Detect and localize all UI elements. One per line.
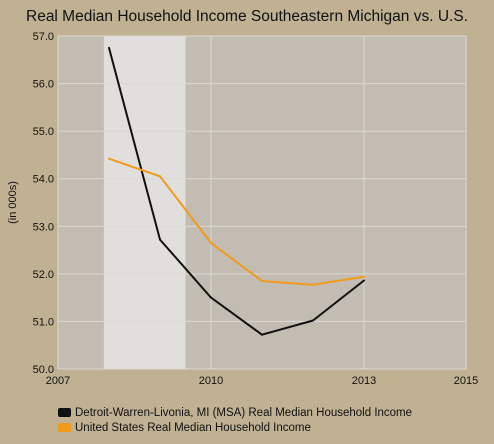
legend-label: Detroit-Warren-Livonia, MI (MSA) Real Me… [75,406,413,419]
series-line-0 [108,47,365,336]
legend-label: United States Real Median Household Inco… [75,421,311,434]
y-tick-labels: 50.0 51.0 52.0 53.0 54.0 55.0 56.0 57.0 [33,31,54,376]
data-point [312,283,314,286]
legend-swatch [58,423,71,432]
x-tick-label: 2007 [46,375,70,387]
x-tick-label: 2010 [199,375,223,387]
y-tick-label: 51.0 [33,316,54,328]
data-point [159,175,161,178]
shaded-region [103,36,186,369]
grid-lines [57,35,467,370]
legend-item: Detroit-Warren-Livonia, MI (MSA) Real Me… [58,405,412,420]
y-tick-label: 52.0 [33,269,54,281]
legend: Detroit-Warren-Livonia, MI (MSA) Real Me… [58,405,412,435]
chart-title: Real Median Household Income Southeaster… [26,8,468,25]
y-tick-label: 54.0 [33,174,54,186]
x-tick-labels: 2007 2010 2013 2015 [46,375,478,387]
y-tick-label: 55.0 [33,126,54,138]
data-point [363,275,365,278]
y-axis-label: (in 000s) [7,181,19,224]
data-point [312,319,314,322]
data-point [210,241,212,244]
legend-swatch [58,408,71,417]
data-point [363,279,365,282]
data-point [261,279,263,282]
series-line-1 [108,157,365,286]
y-tick-label: 53.0 [33,221,54,233]
data-point [108,46,110,49]
legend-item: United States Real Median Household Inco… [58,420,412,435]
data-point [159,238,161,241]
x-tick-label: 2015 [454,375,478,387]
data-point [261,333,263,336]
data-point [108,157,110,160]
y-tick-label: 56.0 [33,79,54,91]
y-tick-label: 50.0 [33,364,54,376]
data-point [210,296,212,299]
series-lines [108,46,365,336]
y-tick-label: 57.0 [33,31,54,43]
x-tick-label: 2013 [352,375,376,387]
